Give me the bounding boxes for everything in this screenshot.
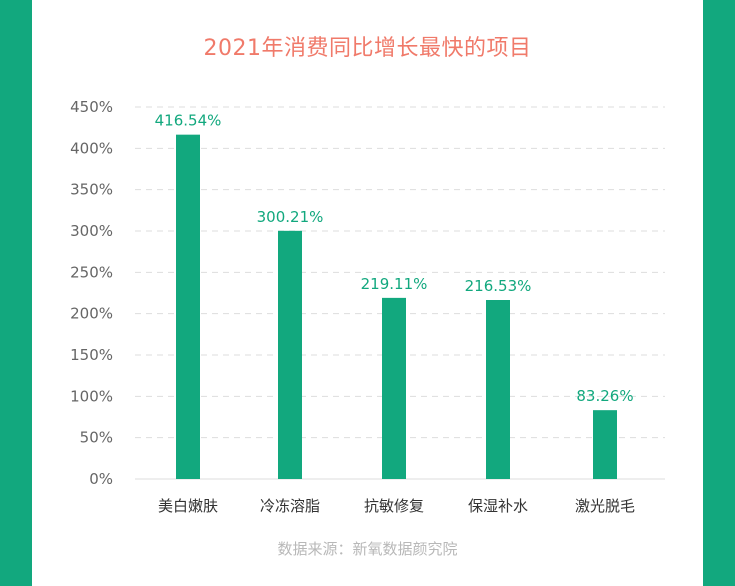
y-tick-label: 100% — [70, 387, 113, 405]
bar — [382, 297, 406, 479]
y-tick-label: 350% — [70, 181, 113, 199]
right-accent-band — [703, 0, 735, 586]
x-category-label: 激光脱毛 — [575, 497, 635, 515]
y-tick-label: 150% — [70, 346, 113, 364]
bar-value-label: 216.53% — [465, 277, 532, 295]
x-category-label: 美白嫩肤 — [158, 497, 218, 515]
y-tick-label: 250% — [70, 263, 113, 281]
bar-value-label: 83.26% — [576, 387, 633, 405]
bar — [176, 134, 200, 479]
bar — [593, 410, 617, 479]
y-tick-label: 0% — [89, 470, 113, 488]
bar-value-label: 300.21% — [257, 208, 324, 226]
x-category-label: 抗敏修复 — [364, 497, 424, 515]
bar — [486, 300, 510, 479]
bar-value-label: 219.11% — [361, 275, 428, 293]
x-category-label: 冷冻溶脂 — [260, 497, 320, 515]
bar — [278, 230, 302, 479]
chart-title: 2021年消费同比增长最快的项目 — [203, 36, 532, 61]
y-tick-label: 400% — [70, 139, 113, 157]
x-category-label: 保湿补水 — [468, 497, 528, 515]
bar-value-label: 416.54% — [155, 112, 222, 130]
left-accent-band — [0, 0, 32, 586]
y-tick-label: 300% — [70, 222, 113, 240]
y-tick-label: 50% — [80, 429, 113, 447]
y-tick-label: 450% — [70, 98, 113, 116]
data-source-note: 数据来源：新氧数据颜究院 — [277, 540, 458, 558]
y-tick-label: 200% — [70, 305, 113, 323]
